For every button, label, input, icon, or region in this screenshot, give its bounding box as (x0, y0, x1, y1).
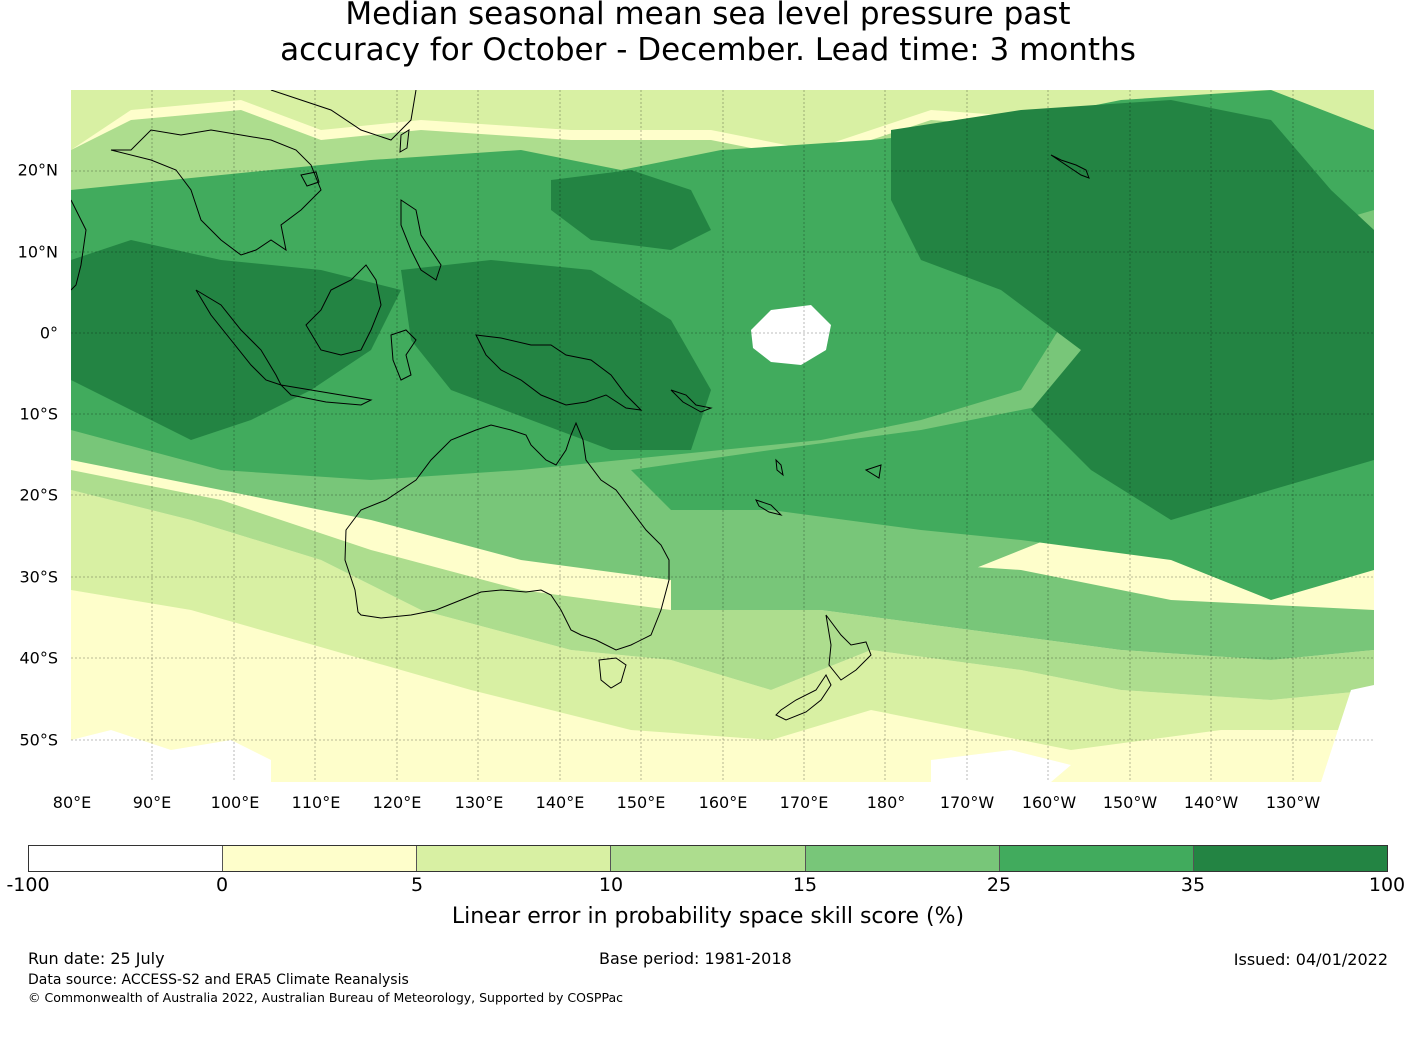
lon-label-110e: 110°E (291, 793, 341, 812)
colorbar-segment (417, 846, 612, 871)
lon-label-120e: 120°E (372, 793, 422, 812)
colorbar-segment (223, 846, 418, 871)
coastline-vanuatu (775, 458, 784, 477)
lat-label-20s: 20°S (19, 485, 58, 505)
colorbar-tick: 25 (986, 874, 1012, 896)
coastline-sulawesi (390, 329, 417, 381)
colorbar-tick: 100 (1368, 874, 1406, 896)
colorbar-tick: 10 (598, 874, 624, 896)
lon-label-130w: 130°W (1265, 793, 1321, 812)
lat-label-40s: 40°S (19, 648, 58, 668)
lon-label-90e: 90°E (132, 793, 172, 812)
colorbar (28, 845, 1388, 872)
coastline-australia (344, 421, 670, 651)
data-source: Data source: ACCESS-S2 and ERA5 Climate … (28, 972, 409, 988)
lon-label-140e: 140°E (535, 793, 585, 812)
coastline-hawaii (1050, 154, 1090, 179)
coastline-china (270, 90, 417, 141)
run-date: Run date: 25 July (28, 949, 165, 968)
lon-label-130e: 130°E (454, 793, 504, 812)
skill-score-map (71, 90, 1374, 782)
issued-date: Issued: 04/01/2022 (1233, 950, 1388, 969)
map-title: Median seasonal mean sea level pressure … (0, 0, 1416, 68)
lon-label-150w: 150°W (1102, 793, 1158, 812)
lon-label-160e: 160°E (698, 793, 748, 812)
lat-label-10s: 10°S (19, 404, 58, 424)
coastline-new-zealand-south (775, 674, 832, 721)
coastline-taiwan (399, 129, 410, 153)
lon-label-180: 180° (866, 793, 906, 812)
colorbar-label: Linear error in probability space skill … (451, 904, 965, 929)
lat-label-30s: 30°S (19, 567, 58, 587)
copyright: © Commonwealth of Australia 2022, Austra… (28, 990, 623, 1005)
lon-label-150e: 150°E (616, 793, 666, 812)
low-skill-south (71, 685, 1374, 782)
coastline-borneo (305, 264, 382, 356)
coastline-tasmania (598, 657, 627, 689)
colorbar-segment (1193, 846, 1387, 871)
title-line-2: accuracy for October - December. Lead ti… (280, 32, 1136, 68)
colorbar-tick: 15 (792, 874, 818, 896)
coastline-philippines (400, 199, 442, 281)
lon-label-160w: 160°W (1021, 793, 1077, 812)
coastline-fiji (864, 464, 882, 479)
coastline-solomon-islands (670, 389, 713, 413)
colorbar-segment (805, 846, 1000, 871)
coastlines (71, 90, 1090, 721)
coastline-indochina (110, 129, 322, 256)
coastline-java (279, 384, 373, 406)
colorbar-segment (611, 846, 806, 871)
low-skill-patch (751, 305, 831, 365)
map-canvas (71, 90, 1374, 782)
colorbar-segment (29, 846, 224, 871)
lon-label-100e: 100°E (210, 793, 260, 812)
colorbar-tick: -100 (6, 874, 50, 896)
coastline-new-caledonia (755, 499, 783, 516)
coastline-hainan (300, 171, 320, 187)
lon-label-80e: 80°E (52, 793, 92, 812)
lat-label-10n: 10°N (17, 242, 58, 262)
lat-label-0: 0° (39, 323, 58, 343)
lon-label-170w: 170°W (939, 793, 995, 812)
lat-label-20n: 20°N (17, 160, 58, 180)
lon-label-170e: 170°E (779, 793, 829, 812)
colorbar-tick: 5 (410, 874, 424, 896)
title-line-1: Median seasonal mean sea level pressure … (345, 0, 1071, 32)
colorbar-tick: 0 (215, 874, 229, 896)
coastline-new-zealand-north (825, 614, 872, 681)
skill-score-shading (71, 90, 1374, 782)
graticule (71, 90, 1374, 782)
lon-label-140w: 140°W (1183, 793, 1239, 812)
lat-label-50s: 50°S (19, 730, 58, 750)
colorbar-tick: 35 (1180, 874, 1206, 896)
coastline-new-guinea (475, 334, 643, 411)
colorbar-segment (999, 846, 1194, 871)
base-period: Base period: 1981-2018 (599, 949, 792, 968)
coastline-india (71, 199, 87, 291)
band-35-100 (71, 100, 1374, 520)
